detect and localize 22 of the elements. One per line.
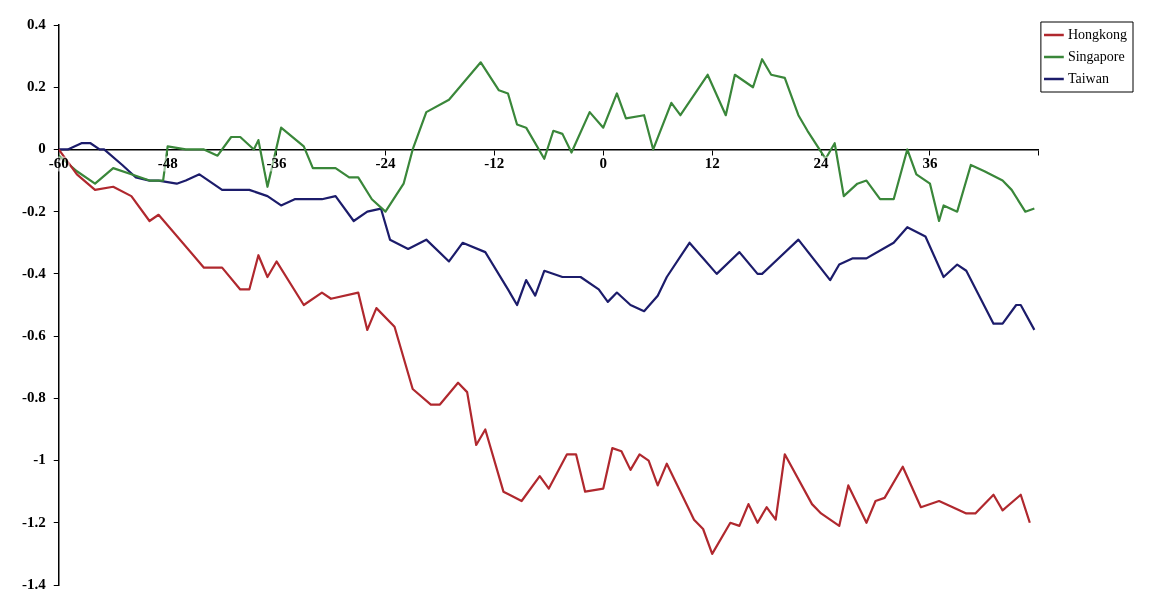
x-tick-label: 24 xyxy=(813,154,830,171)
y-tick-label: 0.2 xyxy=(27,78,46,95)
y-tick-label: -0.2 xyxy=(22,202,46,219)
y-tick-label: -0.6 xyxy=(22,326,47,343)
x-tick-label: -12 xyxy=(484,154,505,171)
y-tick-label: -1.2 xyxy=(22,513,46,530)
x-tick-label: 36 xyxy=(922,154,938,171)
legend-label: Singapore xyxy=(1067,48,1125,64)
x-tick-label: 0 xyxy=(599,154,608,171)
legend-label: Hongkong xyxy=(1067,26,1128,42)
x-tick-label: -60 xyxy=(48,154,69,171)
x-tick-label: -36 xyxy=(266,154,288,171)
y-tick-label: -1.4 xyxy=(22,575,47,592)
x-tick-label: -24 xyxy=(375,154,396,171)
legend-label: Taiwan xyxy=(1067,70,1109,86)
x-tick-label: -48 xyxy=(157,154,178,171)
y-tick-label: -0.8 xyxy=(22,389,46,406)
y-tick-label: -1 xyxy=(33,451,46,468)
y-tick-label: 0 xyxy=(38,140,46,157)
y-tick-label: -0.4 xyxy=(22,264,47,281)
y-tick-label: 0.4 xyxy=(27,15,47,32)
x-tick-label: 12 xyxy=(704,154,720,171)
